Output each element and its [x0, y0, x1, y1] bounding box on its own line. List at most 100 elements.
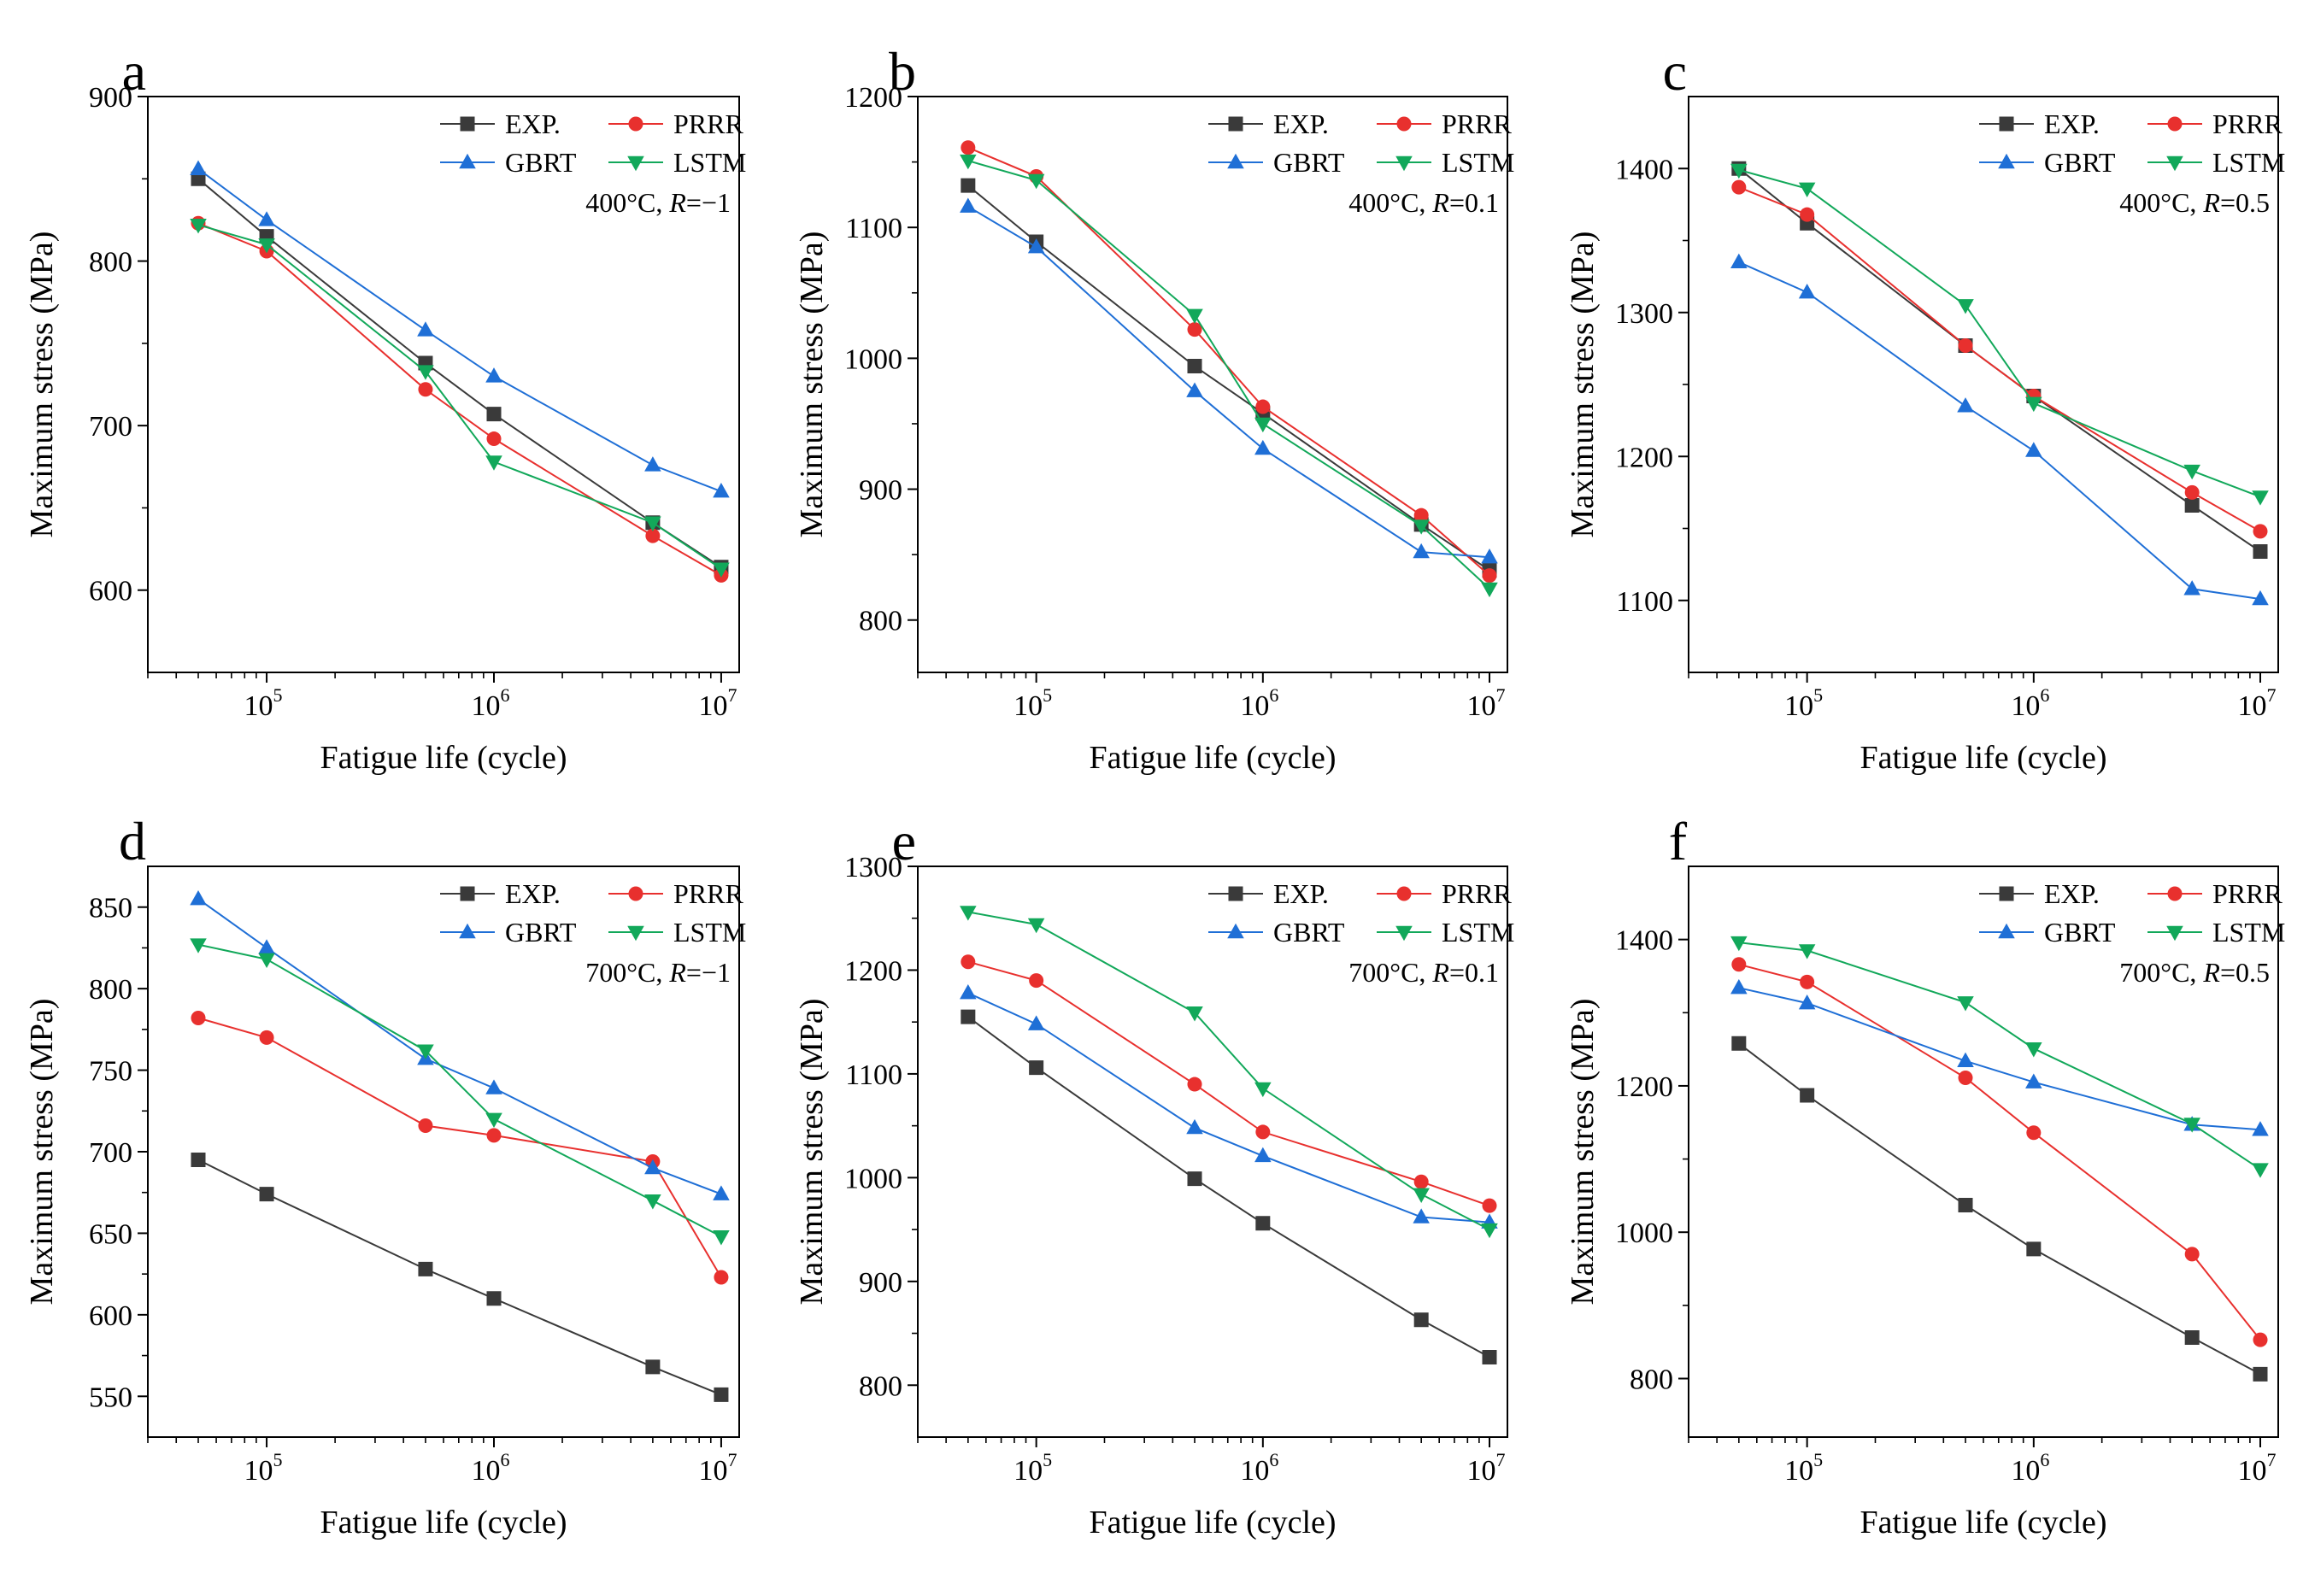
legend-marker — [2166, 925, 2183, 942]
data-point — [960, 906, 977, 921]
condition-label: 700°C, R=−1 — [585, 957, 731, 988]
data-point — [1800, 207, 1815, 222]
data-point — [1187, 359, 1202, 374]
x-tick-exponent: 7 — [1496, 684, 1506, 706]
plot-frame — [917, 865, 1508, 1438]
data-point — [259, 1030, 274, 1045]
x-tick-exponent: 7 — [727, 684, 737, 706]
data-point — [1957, 996, 1974, 1012]
y-tick-label: 1400 — [1615, 154, 1673, 185]
legend-marker — [1227, 923, 1244, 939]
data-point — [2026, 1241, 2042, 1257]
condition-value: =−1 — [686, 957, 731, 988]
condition-temp: 400°C, — [1348, 187, 1432, 218]
legend-label: EXP. — [505, 109, 561, 139]
legend-marker — [628, 886, 643, 901]
y-tick-label: 1100 — [845, 213, 902, 244]
y-tick-label: 1000 — [844, 1163, 902, 1194]
series-line — [1738, 186, 2261, 532]
legend-label: GBRT — [505, 917, 577, 948]
series-line — [197, 1017, 722, 1278]
data-point — [645, 528, 661, 543]
data-point — [417, 1044, 434, 1059]
data-point — [1482, 568, 1497, 584]
legend-marker — [1999, 116, 2014, 132]
legend: EXP. PRRR GBRT LSTM — [1208, 878, 1514, 948]
legend-label: GBRT — [1273, 917, 1345, 948]
y-tick-label: 1000 — [844, 343, 902, 375]
data-point — [486, 1128, 502, 1143]
condition-value: =0.5 — [2220, 187, 2270, 218]
series-lstm — [190, 938, 730, 1246]
legend-marker — [1228, 886, 1243, 901]
data-point — [2184, 498, 2200, 513]
data-point — [190, 938, 207, 953]
y-axis-title: Maximum stress (MPa) — [1565, 232, 1601, 538]
data-point — [961, 954, 976, 970]
data-point — [2252, 590, 2269, 606]
series-gbrt — [190, 889, 730, 1200]
data-point — [191, 171, 206, 186]
series-line — [967, 992, 1490, 1223]
data-point — [190, 889, 207, 906]
plot-frame — [147, 96, 740, 673]
series-line — [967, 185, 1490, 572]
condition-label: 400°C, R=0.5 — [2119, 187, 2270, 218]
data-point — [2183, 580, 2200, 596]
data-point — [190, 218, 207, 234]
data-point — [1413, 519, 1430, 535]
data-point — [1798, 994, 1816, 1010]
legend-marker — [1395, 925, 1413, 942]
y-tick-label: 600 — [89, 576, 132, 607]
data-point — [259, 1187, 274, 1202]
y-tick-label: 800 — [859, 606, 902, 637]
data-point — [1957, 299, 1974, 314]
x-tick-label: 105 — [1784, 684, 1823, 722]
condition-temp: 700°C, — [585, 957, 669, 988]
data-point — [961, 140, 976, 155]
condition-temp: 700°C, — [2119, 957, 2203, 988]
x-tick-exponent: 7 — [727, 1449, 737, 1470]
legend-marker — [459, 153, 476, 169]
legend-marker — [1999, 886, 2014, 901]
x-tick-label: 107 — [2238, 1449, 2277, 1487]
data-point — [1800, 974, 1815, 989]
data-point — [1255, 399, 1271, 414]
y-tick-label: 700 — [89, 411, 132, 443]
panel-b: b 800 900 1000 1100 1200 105 106 107 Fatigue life… — [794, 41, 1514, 776]
y-tick-label: 900 — [89, 82, 132, 114]
data-point — [191, 1010, 206, 1025]
series-line — [967, 1016, 1490, 1358]
x-tick-label: 106 — [2011, 684, 2049, 722]
series-line — [1738, 987, 2261, 1131]
x-tick-label: 106 — [2011, 1449, 2049, 1487]
condition-r: R — [1431, 187, 1449, 218]
legend-marker — [628, 116, 643, 132]
y-tick-label: 750 — [89, 1056, 132, 1088]
y-tick-label: 1000 — [1615, 1218, 1673, 1249]
data-point — [191, 1153, 206, 1168]
data-point — [1029, 1060, 1044, 1076]
series-prrr — [961, 954, 1497, 1213]
x-tick-label: 107 — [698, 1449, 737, 1487]
x-tick-exponent: 7 — [1496, 1449, 1506, 1470]
x-tick-label: 107 — [1467, 684, 1506, 722]
series-lstm — [1730, 163, 2269, 506]
x-tick-exponent: 7 — [2267, 1449, 2277, 1470]
x-tick-label: 107 — [698, 684, 737, 722]
data-point — [2025, 442, 2042, 457]
legend-label: EXP. — [505, 878, 561, 909]
plot-frame — [1688, 865, 2279, 1438]
data-point — [258, 953, 275, 968]
data-point — [645, 1359, 661, 1375]
data-point — [1187, 322, 1202, 337]
series-exp — [191, 1153, 729, 1402]
data-point — [1413, 1208, 1430, 1223]
data-point — [1413, 1312, 1429, 1328]
legend: EXP. PRRR GBRT LSTM — [1979, 109, 2285, 178]
data-point — [2253, 543, 2268, 559]
data-point — [1730, 163, 1748, 179]
data-point — [1730, 253, 1748, 268]
y-tick-label: 1300 — [1615, 298, 1673, 330]
series-gbrt — [1730, 978, 2269, 1136]
